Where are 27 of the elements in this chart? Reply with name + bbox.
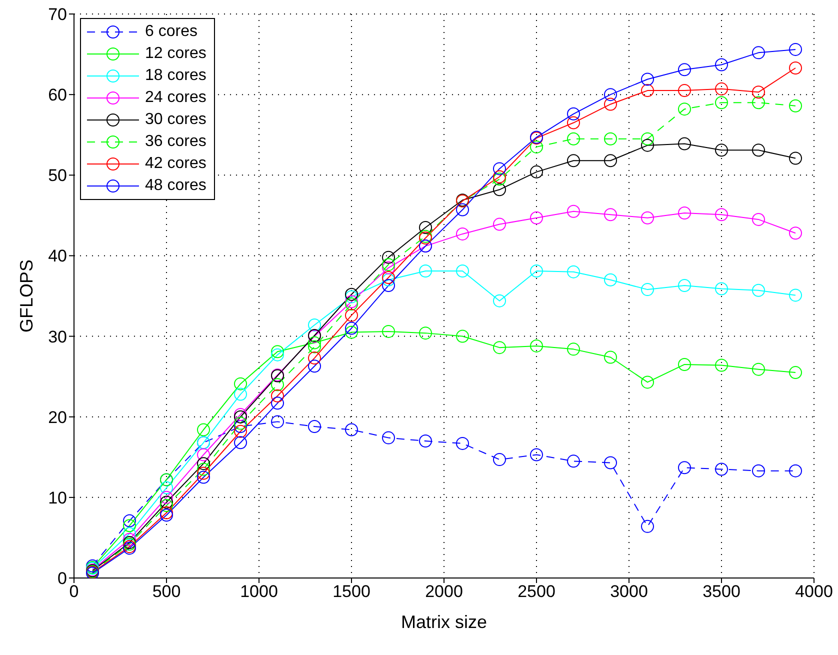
legend-label: 36 cores xyxy=(145,133,206,151)
legend-label: 48 cores xyxy=(145,177,206,195)
y-tick-label: 60 xyxy=(48,86,67,105)
y-tick-label: 50 xyxy=(48,166,67,186)
y-tick-label: 0 xyxy=(58,569,67,588)
x-tick-label: 1500 xyxy=(332,582,370,602)
x-tick-label: 2500 xyxy=(518,582,556,602)
y-tick-label: 10 xyxy=(48,488,67,508)
legend-label: 42 cores xyxy=(145,155,206,173)
legend-label: 30 cores xyxy=(145,111,206,129)
x-tick-label: 4000 xyxy=(795,582,833,602)
y-tick-label: 20 xyxy=(48,408,67,427)
legend-label: 6 cores xyxy=(145,23,198,41)
x-tick-label: 1000 xyxy=(240,582,278,602)
x-tick-label: 500 xyxy=(152,582,181,602)
y-tick-label: 70 xyxy=(48,5,67,24)
y-tick-label: 40 xyxy=(48,246,67,266)
x-tick-label: 3500 xyxy=(702,582,740,602)
x-tick-label: 3000 xyxy=(610,582,648,602)
legend-label: 24 cores xyxy=(145,89,206,107)
x-tick-label: 2000 xyxy=(425,582,463,602)
y-tick-label: 30 xyxy=(48,327,67,346)
x-axis-title: Matrix size xyxy=(400,612,488,632)
legend-label: 18 cores xyxy=(145,67,206,85)
y-axis-title: GFLOPS xyxy=(16,259,36,333)
legend-label: 12 cores xyxy=(145,45,206,63)
x-tick-label: 0 xyxy=(69,582,79,602)
